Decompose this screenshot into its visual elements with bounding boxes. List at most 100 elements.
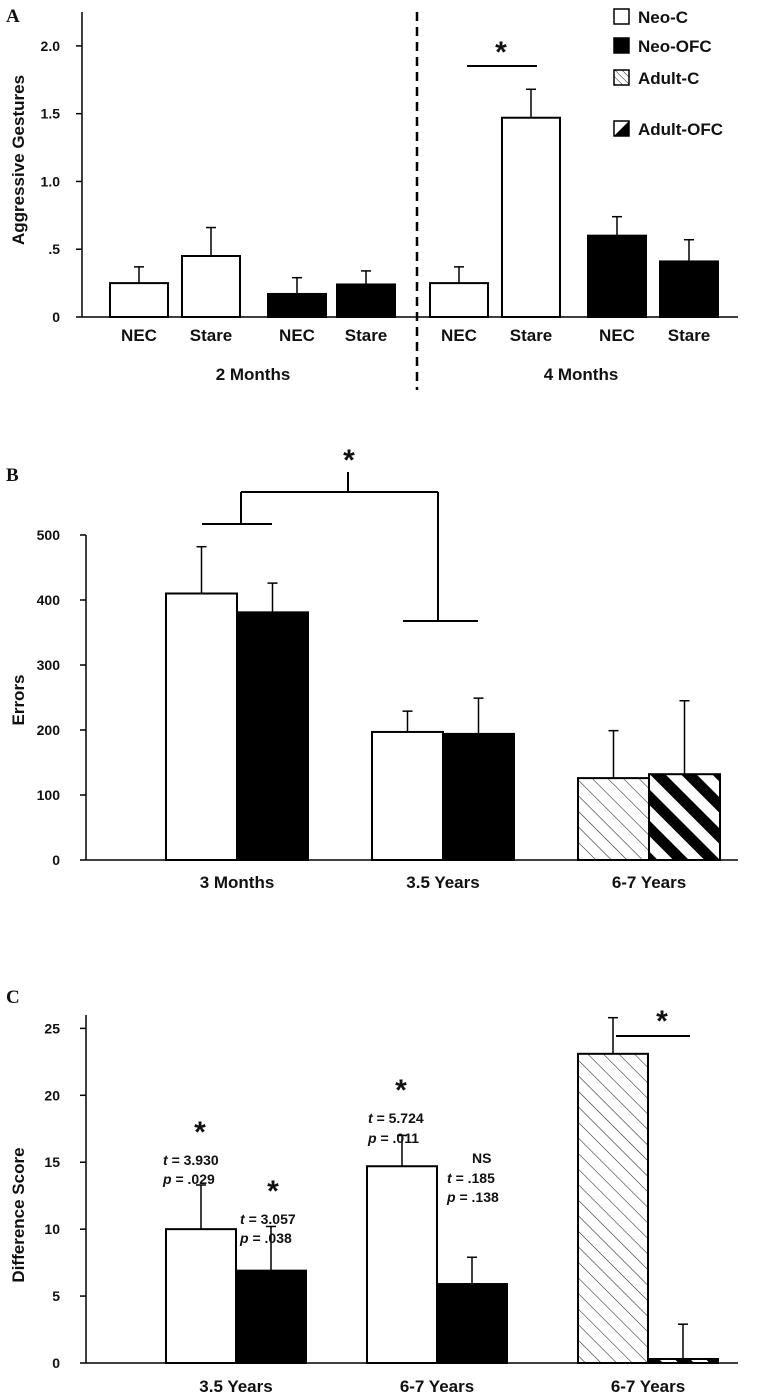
x-tick-label: NEC <box>121 326 157 345</box>
y-tick-label: 5 <box>52 1288 60 1304</box>
y-tick-label: 20 <box>44 1087 60 1103</box>
bar-neo-c-stare <box>181 255 241 318</box>
bar-adult-c-6-7-years <box>577 1052 649 1365</box>
panel-c-annotation-4-ns: NS <box>472 1150 491 1166</box>
x-tick-label: 3.5 Years <box>406 873 479 892</box>
t-value: = .185 <box>456 1170 496 1186</box>
p-value: = .011 <box>380 1130 419 1146</box>
y-tick-label: 300 <box>37 657 61 673</box>
legend-item-neo-c: Neo-C <box>613 8 688 27</box>
x-tick-label: 3 Months <box>200 873 275 892</box>
panel-c-annotation-2-t: t = 3.057 <box>240 1211 296 1227</box>
x-tick-label: Stare <box>190 326 233 345</box>
bar-neo-ofc-3-5-years <box>442 732 515 862</box>
t-letter: t <box>240 1211 246 1227</box>
legend-label-neo-ofc: Neo-OFC <box>638 37 712 56</box>
panel-c-annotation-3-star: * <box>395 1074 407 1107</box>
y-tick-label: 100 <box>37 787 61 803</box>
legend-item-adult-ofc: Adult-OFC <box>613 120 723 139</box>
p-value: = .138 <box>459 1189 499 1205</box>
t-value: = 5.724 <box>377 1110 424 1126</box>
x-tick-label: Stare <box>510 326 553 345</box>
panel-c-annotation-4: NS t = .185 p = .138 <box>446 1150 499 1205</box>
bar-neo-ofc-nec <box>587 234 647 319</box>
bar-neo-c-nec <box>109 282 169 319</box>
legend-swatch-neo-ofc <box>613 37 630 54</box>
panel-c-annotation-2-p: p = .038 <box>239 1230 292 1246</box>
y-tick-label: 400 <box>37 592 61 608</box>
legend-item-neo-ofc: Neo-OFC <box>613 37 712 56</box>
bar-neo-ofc-3-months <box>236 611 309 861</box>
legend-swatch-adult-ofc-fill <box>614 121 629 136</box>
panel-c-annotation-2-star: * <box>267 1175 279 1208</box>
panel-a: A Aggressive Gestures 0 .5 1.0 1.5 2.0 NEC St… <box>6 6 738 390</box>
panel-b-y-axis-label: Errors <box>9 674 28 725</box>
p-letter: p <box>162 1171 172 1187</box>
legend-swatch-adult-c <box>613 69 630 86</box>
legend-label-adult-c: Adult-C <box>638 69 699 88</box>
legend: Neo-C Neo-OFC Adult-C Adult-OFC <box>613 8 723 139</box>
panel-a-group-label-2-months: 2 Months <box>216 365 291 384</box>
bar-neo-ofc-6-7-years <box>436 1283 508 1364</box>
y-tick-label: 25 <box>44 1020 60 1036</box>
panel-c-annotation-3-p: p = .011 <box>367 1130 419 1146</box>
panel-c-annotation-3-t: t = 5.724 <box>368 1110 424 1126</box>
x-tick-label: Stare <box>668 326 711 345</box>
y-tick-label: 15 <box>44 1154 60 1170</box>
y-tick-label: 2.0 <box>41 38 61 54</box>
y-tick-label: 1.0 <box>41 173 61 189</box>
x-tick-label: NEC <box>599 326 635 345</box>
bar-adult-ofc-6-7-years <box>648 773 721 862</box>
panel-c-annotation-2: * t = 3.057 p = .038 <box>239 1175 296 1246</box>
x-tick-label: 6-7 Years <box>611 1377 685 1396</box>
panel-c: C Difference Score 0 5 10 15 20 25 3.5 Years 6… <box>6 987 738 1396</box>
panel-c-annotation-1: * t = 3.930 p = .029 <box>162 1116 219 1187</box>
p-letter: p <box>367 1130 377 1146</box>
y-tick-label: 200 <box>37 722 61 738</box>
y-tick-label: 0 <box>52 309 60 325</box>
bar-neo-ofc-stare <box>659 260 719 318</box>
panel-c-significance-star: * <box>656 1005 668 1038</box>
t-letter: t <box>368 1110 374 1126</box>
bar-neo-c-6-7-years <box>366 1165 438 1364</box>
panel-c-annotation-4-p: p = .138 <box>446 1189 499 1205</box>
y-tick-label: .5 <box>48 241 60 257</box>
panel-c-annotation-3: * t = 5.724 p = .011 <box>367 1074 424 1146</box>
panel-a-label: A <box>6 6 20 27</box>
y-tick-label: 0 <box>52 852 60 868</box>
y-tick-label: 500 <box>37 527 61 543</box>
panel-c-label: C <box>6 987 20 1008</box>
bar-neo-c-3-5-years <box>165 1228 237 1364</box>
x-tick-label: 6-7 Years <box>400 1377 474 1396</box>
y-tick-label: 10 <box>44 1221 60 1237</box>
legend-item-adult-c: Adult-C <box>613 69 699 88</box>
panel-c-annotation-4-t: t = .185 <box>447 1170 495 1186</box>
p-value: = .038 <box>252 1230 292 1246</box>
t-letter: t <box>447 1170 453 1186</box>
panel-c-y-axis-label: Difference Score <box>9 1147 28 1282</box>
panel-a-group-label-4-months: 4 Months <box>544 365 619 384</box>
panel-b-label: B <box>6 465 19 486</box>
y-tick-label: 0 <box>52 1355 60 1371</box>
bar-adult-c-6-7-years <box>577 777 650 861</box>
y-tick-label: 1.5 <box>41 106 61 122</box>
p-letter: p <box>446 1189 456 1205</box>
legend-label-adult-ofc: Adult-OFC <box>638 120 723 139</box>
panel-b-significance-star: * <box>343 444 355 477</box>
x-tick-label: NEC <box>441 326 477 345</box>
panel-c-annotation-1-t: t = 3.930 <box>163 1152 219 1168</box>
bar-neo-c-nec <box>429 282 489 319</box>
p-value: = .029 <box>175 1171 215 1187</box>
panel-b: B Errors 0 100 200 300 400 500 3 Months 3.5 Ye… <box>6 444 738 892</box>
bar-neo-c-3-months <box>165 592 238 861</box>
x-tick-label: Stare <box>345 326 388 345</box>
x-tick-label: 3.5 Years <box>199 1377 272 1396</box>
bar-neo-ofc-nec <box>267 292 327 319</box>
bar-adult-ofc-6-7-years <box>647 1357 719 1365</box>
bar-neo-ofc-3-5-years <box>235 1269 307 1364</box>
t-value: = 3.930 <box>172 1152 219 1168</box>
t-letter: t <box>163 1152 169 1168</box>
x-tick-label: 6-7 Years <box>612 873 686 892</box>
panel-a-significance-star: * <box>495 36 507 69</box>
